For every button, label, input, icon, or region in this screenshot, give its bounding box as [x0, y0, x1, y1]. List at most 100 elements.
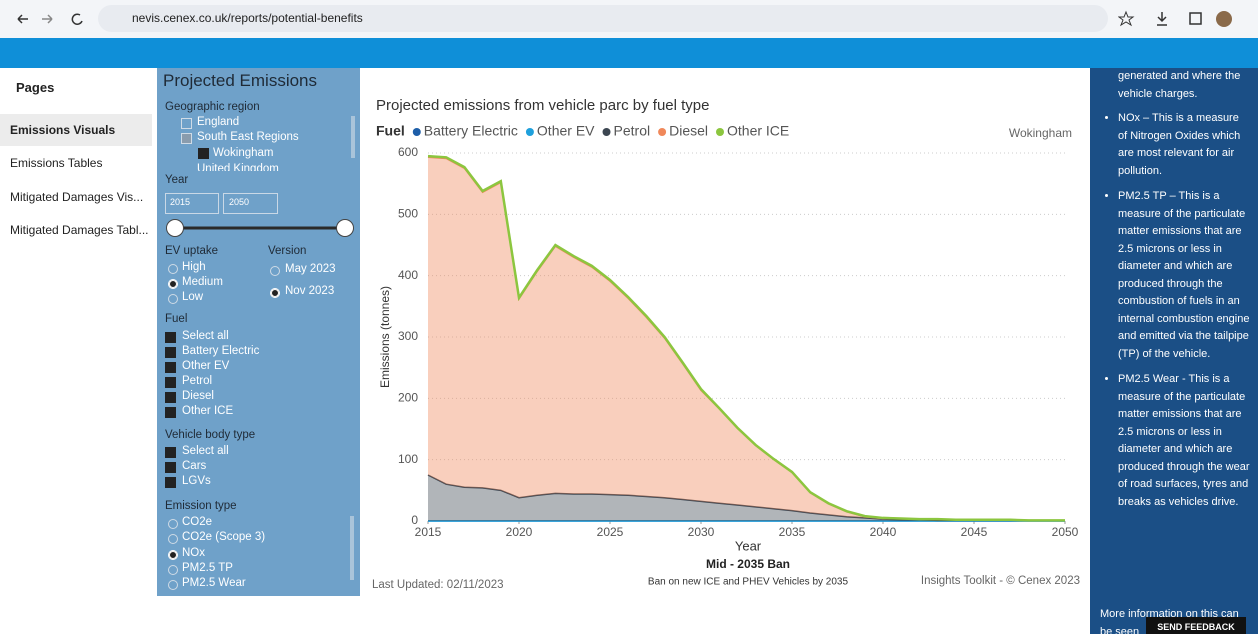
area-line	[427, 154, 1065, 522]
address-bar[interactable]	[98, 5, 1108, 32]
info-text: generated and where the vehicle charges.	[1118, 70, 1241, 100]
y-tick-label: 400	[398, 268, 418, 282]
legend-label: Battery Electric	[424, 123, 518, 139]
option[interactable]: LGVs	[182, 475, 211, 487]
option[interactable]: Select all	[182, 445, 229, 457]
legend-dot	[412, 128, 421, 136]
version-option[interactable]: Nov 2023	[285, 285, 335, 297]
filter-label: Emission type	[165, 500, 237, 512]
x-tick-label: 2035	[779, 525, 806, 539]
filter-label: Vehicle body type	[165, 429, 256, 441]
checkbox[interactable]	[181, 118, 192, 129]
radio[interactable]	[168, 264, 178, 274]
legend-label: Petrol	[614, 123, 651, 139]
x-tick-label: 2045	[961, 525, 988, 539]
x-tick-label: 2040	[870, 525, 897, 539]
ev-option[interactable]: High	[182, 261, 206, 273]
year-input[interactable]	[223, 193, 278, 214]
checkbox[interactable]	[165, 347, 176, 358]
checkbox[interactable]	[165, 362, 176, 373]
info-panel: generated and where the vehicle charges.…	[1090, 68, 1258, 634]
checkbox[interactable]	[165, 332, 176, 343]
year-from: 2015	[170, 197, 191, 207]
checkbox[interactable]	[165, 377, 176, 388]
radio[interactable]	[168, 294, 178, 304]
scrollbar	[351, 116, 355, 158]
ev-option[interactable]: Medium	[182, 276, 223, 288]
option[interactable]: Diesel	[182, 390, 214, 402]
radio[interactable]	[168, 564, 178, 575]
info-bullet: PM2.5 TP – This is a measure of the part…	[1118, 188, 1250, 363]
option[interactable]: CO2e	[182, 516, 213, 528]
legend-title: Fuel	[376, 123, 405, 139]
y-tick-label: 0	[411, 513, 418, 527]
year-input[interactable]	[165, 193, 219, 214]
option[interactable]: Cars	[182, 460, 207, 472]
panel-title: Projected Emissions	[163, 71, 318, 90]
checkbox[interactable]	[181, 133, 192, 144]
url[interactable]: nevis.cenex.co.uk/reports/potential-bene…	[132, 11, 363, 25]
checkbox[interactable]	[165, 407, 176, 418]
scrollbar	[350, 516, 354, 580]
browser-bar: nevis.cenex.co.uk/reports/potential-bene…	[0, 0, 1258, 38]
region-tree: England South East Regions Wokingham Uni…	[157, 115, 360, 171]
checkbox[interactable]	[165, 462, 176, 473]
legend-dot	[658, 128, 667, 136]
option[interactable]: NOx	[182, 546, 205, 559]
feedback-button[interactable]: SEND FEEDBACK	[1146, 617, 1246, 634]
nav-selected-bg	[0, 114, 152, 146]
checkbox[interactable]	[165, 392, 176, 403]
radio[interactable]	[168, 549, 178, 560]
x-tick-label: 2020	[506, 525, 533, 539]
legend-dot	[716, 128, 724, 136]
legend-label: Diesel	[669, 123, 708, 139]
option[interactable]: Battery Electric	[182, 345, 260, 357]
filter-label: EV uptake	[165, 245, 219, 257]
region-option[interactable]: Wokingham	[213, 147, 274, 159]
radio[interactable]	[270, 266, 280, 276]
scenario: Mid - 2035 Ban	[706, 557, 790, 571]
checkbox[interactable]	[165, 447, 176, 458]
scenario-note: Ban on new ICE and PHEV Vehicles by 2035	[648, 577, 849, 588]
option[interactable]: CO2e (Scope 3)	[182, 531, 266, 544]
legend-dot	[602, 128, 611, 136]
filter-label: Geographic region	[165, 101, 260, 113]
ev-option[interactable]: Low	[182, 291, 204, 303]
region-option[interactable]: England	[197, 116, 240, 128]
checkbox[interactable]	[165, 477, 176, 488]
checkbox[interactable]	[198, 148, 209, 159]
nav-item[interactable]: Mitigated Damages Vis...	[10, 190, 144, 204]
option[interactable]: Petrol	[182, 375, 213, 387]
updated: Last Updated: 02/11/2023	[372, 579, 504, 591]
version-option[interactable]: May 2023	[285, 263, 336, 275]
chart-title: Projected emissions from vehicle parc by…	[376, 97, 709, 114]
year-slider[interactable]	[157, 216, 360, 240]
region-option[interactable]: South East Regions	[197, 131, 299, 143]
option[interactable]: PM2.5 TP	[182, 561, 233, 574]
option[interactable]: PM2.5 Wear	[182, 577, 246, 590]
radio[interactable]	[168, 580, 178, 591]
credit: Insights Toolkit - © Cenex 2023	[921, 575, 1080, 587]
x-tick-label: 2030	[688, 525, 715, 539]
radio[interactable]	[168, 279, 178, 289]
browser-icons	[1118, 10, 1232, 27]
nav-item[interactable]: Emissions Tables	[10, 156, 103, 170]
y-axis-label: Emissions (tonnes)	[378, 286, 392, 388]
year-to: 2050	[229, 197, 250, 207]
nav-item[interactable]: Mitigated Damages Tabl...	[10, 223, 149, 237]
info-bullet: PM2.5 Wear - This is a measure of the pa…	[1118, 371, 1250, 511]
radio[interactable]	[168, 534, 178, 545]
radio[interactable]	[270, 288, 280, 298]
nav-title: Pages	[16, 80, 55, 95]
y-tick-label: 100	[398, 452, 418, 466]
legend-dot	[525, 128, 534, 136]
legend-label: Other ICE	[727, 123, 789, 139]
option[interactable]: Other ICE	[182, 405, 234, 417]
option[interactable]: Other EV	[182, 360, 230, 372]
region-option[interactable]: United Kingdom	[197, 163, 279, 171]
nav-item[interactable]: Emissions Visuals	[10, 123, 116, 137]
option[interactable]: Select all	[182, 330, 229, 342]
info-list: NOx – This is a measure of Nitrogen Oxid…	[1090, 110, 1250, 519]
radio[interactable]	[168, 519, 178, 529]
